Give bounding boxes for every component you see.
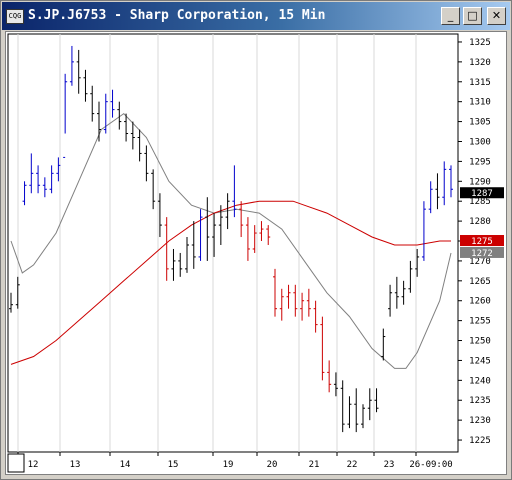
plot-frame	[7, 33, 459, 453]
x-tick-label: 20	[267, 460, 278, 470]
minimize-button[interactable]: _	[441, 7, 460, 25]
y-tick-label: 1325	[469, 38, 491, 48]
y-tick-label: 1295	[469, 157, 491, 167]
y-tick-label: 1280	[469, 217, 491, 227]
x-tick-label: 23	[384, 460, 395, 470]
last-price-tag: 1287	[471, 189, 493, 199]
y-tick-label: 1305	[469, 118, 491, 128]
title-bar[interactable]: CQG S.JP.J6753 - Sharp Corporation, 15 M…	[2, 2, 510, 30]
y-tick-label: 1265	[469, 277, 491, 287]
y-tick-label: 1260	[469, 297, 491, 307]
scroll-box[interactable]	[7, 453, 25, 473]
y-tick-label: 1310	[469, 98, 491, 108]
chart-area[interactable]: 12 13 14 15 19 20 21 22 23 26-09:00 1325 1320 1315 13…	[5, 31, 507, 475]
app-logo-icon[interactable]: CQG	[6, 9, 24, 24]
price-chart[interactable]: 12 13 14 15 19 20 21 22 23 26-09:00 1325 1320 1315 13…	[6, 32, 506, 474]
y-tick-label: 1245	[469, 356, 491, 366]
window-title: S.JP.J6753 - Sharp Corporation, 15 Min	[28, 8, 326, 23]
red-ma-price-tag: 1275	[471, 237, 493, 247]
gray-ma-price-tag: 1272	[471, 249, 493, 259]
x-tick-label: 13	[70, 460, 81, 470]
y-tick-label: 1320	[469, 58, 491, 68]
gray-ma-price-tag-box	[460, 246, 504, 258]
y-tick-label: 1240	[469, 376, 491, 386]
y-tick-label: 1285	[469, 197, 491, 207]
y-tick-label: 1315	[469, 78, 491, 88]
x-tick-label: 14	[120, 460, 131, 470]
x-tick-label: 22	[347, 460, 358, 470]
y-tick-label: 1270	[469, 257, 491, 267]
close-button[interactable]: ✕	[487, 7, 506, 25]
red-ma-price-tag-box	[460, 235, 504, 247]
moving-average-red-line	[10, 200, 451, 365]
x-tick-label: 26-09:00	[409, 460, 452, 470]
moving-average-gray-line	[10, 112, 452, 369]
y-tick-label: 1290	[469, 177, 491, 187]
y-tick-label: 1235	[469, 396, 491, 406]
maximize-button[interactable]: □	[463, 7, 482, 25]
y-tick-label: 1300	[469, 137, 491, 147]
last-price-tag-box	[460, 187, 504, 199]
y-tick-label: 1250	[469, 337, 491, 347]
x-tick-label: 12	[28, 460, 39, 470]
y-tick-label: 1230	[469, 416, 491, 426]
x-tick-label: 21	[309, 460, 320, 470]
y-tick-label: 1255	[469, 317, 491, 327]
y-tick-label: 1225	[469, 436, 491, 446]
x-tick-label: 15	[168, 460, 179, 470]
x-tick-label: 19	[223, 460, 234, 470]
